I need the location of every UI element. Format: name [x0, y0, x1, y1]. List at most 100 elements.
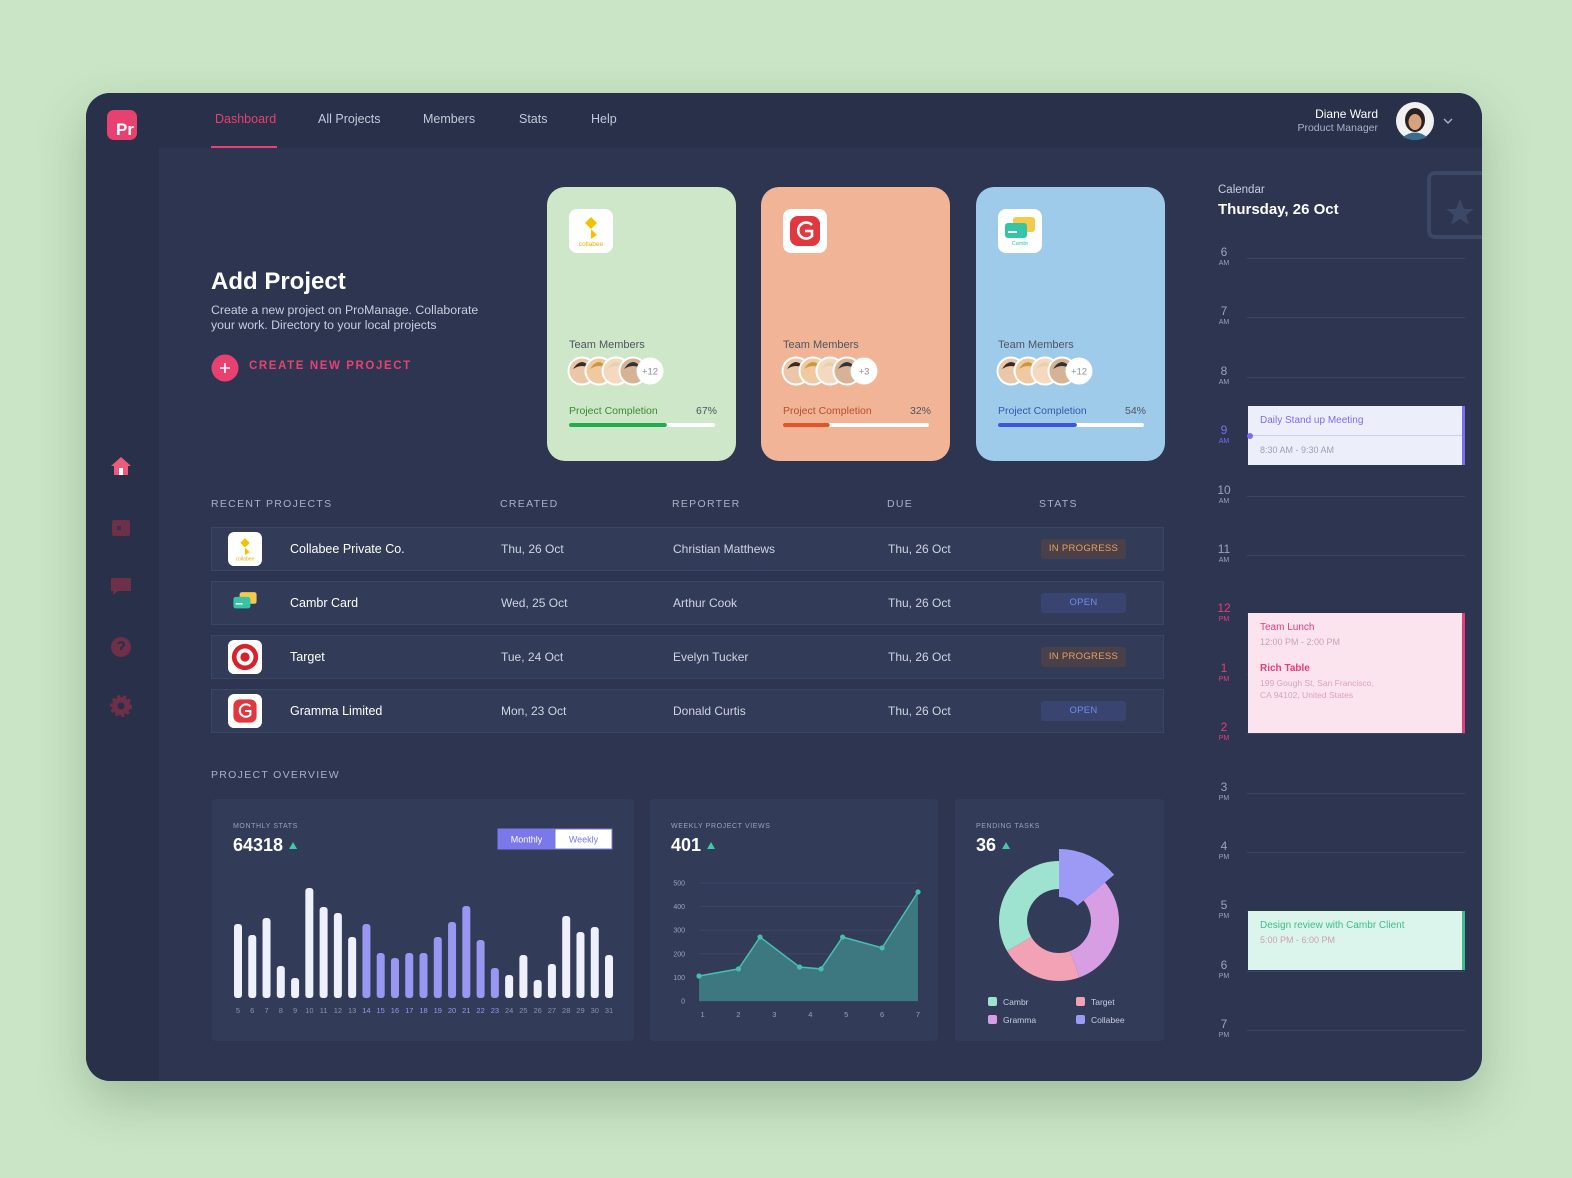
calendar-event[interactable]: Design review with Cambr Client 5:00 PM -… [1248, 911, 1465, 970]
hour-label: 1 [1220, 660, 1228, 675]
hour-line [1247, 317, 1465, 319]
toggle-button[interactable] [554, 828, 613, 850]
y-tick-label: 100 [673, 975, 685, 982]
x-tick-label: 26 [533, 1006, 541, 1015]
bar [419, 953, 428, 998]
created-date: Thu, 26 Oct [501, 542, 564, 556]
table-row[interactable]: Target Tue, 24 Oct Evelyn Tucker Thu, 26 Oc… [211, 635, 1164, 679]
x-tick-label: 5 [236, 1006, 240, 1015]
hour-label: 7 [1220, 304, 1228, 319]
completion-label: Project Completion [783, 405, 872, 417]
x-tick-label: 27 [548, 1006, 556, 1015]
x-tick-label: 1 [701, 1010, 705, 1019]
bar [333, 913, 342, 998]
created-date: Wed, 25 Oct [501, 596, 568, 610]
x-tick-label: 7 [916, 1010, 920, 1019]
weekly-views-panel: WEEKLY PROJECT VIEWS 401 0 100 200 300 400 500 1… [650, 799, 938, 1041]
logo-text: Cambr [1012, 241, 1029, 247]
completion-label: Project Completion [569, 405, 658, 417]
monthly-stats-panel: MONTHLY STATS 64318 Monthly Weekly 5 6 7 8 9 10 11… [212, 799, 634, 1041]
logo-g [238, 703, 252, 718]
y-tick-label: 300 [673, 928, 685, 935]
extra-members: +3 [859, 367, 870, 378]
logo-stripe [235, 603, 243, 605]
x-tick-label: 17 [405, 1006, 413, 1015]
y-tick-label: 200 [673, 951, 685, 958]
bar [562, 916, 571, 998]
hour-period: PM [1218, 794, 1230, 802]
logo-ring [240, 652, 250, 662]
calendar-star [1446, 199, 1474, 225]
nav-item[interactable]: Dashboard [215, 112, 277, 126]
x-tick-label: 6 [250, 1006, 254, 1015]
project-card[interactable]: Cambr Team Members +12 Project Completion 54… [976, 187, 1165, 461]
sidebar-icon[interactable] [109, 574, 133, 598]
sidebar-icon[interactable] [109, 454, 133, 478]
help-q [117, 641, 126, 650]
app-window: Pr Dashboard All Projects Members Stats Help D… [86, 93, 1482, 1081]
nav-item[interactable]: Members [423, 112, 476, 126]
user-avatar [1396, 102, 1434, 140]
table-row[interactable]: collabee Collabee Private Co. Thu, 26 Oct C… [211, 527, 1164, 571]
donut-segment [1069, 882, 1119, 978]
nav-item[interactable]: Help [591, 112, 617, 126]
team-members-label: Team Members [783, 339, 859, 351]
table-row[interactable]: Gramma Limited Mon, 23 Oct Donald Curtis Th… [211, 689, 1164, 733]
avatar-face [1408, 114, 1422, 130]
due-date: Thu, 26 Oct [888, 542, 951, 556]
hour-label: 6 [1220, 957, 1228, 972]
hour-label: 7 [1220, 1017, 1228, 1032]
hour-label: 12 [1217, 601, 1231, 616]
x-tick-label: 30 [591, 1006, 599, 1015]
calendar-event[interactable]: Team Lunch 12:00 PM - 2:00 PM Rich Table 19… [1248, 613, 1465, 733]
sidebar-icon[interactable] [109, 635, 133, 659]
project-card[interactable]: Team Members +3 Project Completion 32% [761, 187, 950, 461]
create-project-button[interactable]: CREATE NEW PROJECT [249, 360, 412, 372]
panel-total: 64318 [233, 835, 283, 855]
overview-title: PROJECT OVERVIEW [211, 769, 340, 781]
logo-text: collabee [579, 241, 604, 248]
line [698, 891, 919, 977]
nav-underline [211, 146, 277, 148]
app-logo[interactable]: Pr [107, 110, 137, 140]
hour-period: PM [1218, 854, 1230, 861]
toggle-label[interactable]: Monthly [511, 835, 543, 845]
hour-line [1247, 1030, 1465, 1032]
team-avatars: +12 [567, 356, 664, 386]
sidebar-icon[interactable] [109, 515, 133, 539]
bar [576, 932, 585, 998]
project-card[interactable]: collabee Team Members +12 Project Completio… [547, 187, 736, 461]
x-tick-label: 25 [519, 1006, 527, 1015]
toggle-label[interactable]: Weekly [569, 835, 599, 845]
due-date: Thu, 26 Oct [888, 704, 951, 718]
completion-bar [569, 423, 715, 427]
member-hair [1053, 362, 1071, 369]
point [915, 889, 921, 895]
member-hair [624, 362, 642, 369]
due-date: Thu, 26 Oct [888, 596, 951, 610]
sidebar-icon[interactable] [109, 694, 133, 718]
nav-item[interactable]: Stats [519, 112, 548, 126]
bar [376, 953, 385, 998]
user-role: Product Manager [1297, 122, 1378, 134]
project-logo [233, 592, 257, 609]
reporter: Christian Matthews [673, 542, 776, 556]
calendar-event[interactable]: Daily Stand up Meeting 8:30 AM - 9:30 AM [1248, 406, 1465, 465]
project-logo: collabee [569, 209, 613, 253]
chevron [1443, 118, 1453, 124]
legend-label: Target [1091, 997, 1115, 1007]
create-project-icon[interactable] [211, 354, 239, 382]
team-members-label: Team Members [998, 339, 1074, 351]
monthly-chart: MONTHLY STATS 64318 Monthly Weekly 5 6 7 8 9 10 11… [233, 823, 613, 1015]
x-tick-label: 5 [844, 1010, 848, 1019]
table-row[interactable]: Cambr Card Wed, 25 Oct Arthur Cook Thu, 26 … [211, 581, 1164, 625]
event-time: 12:00 PM - 2:00 PM [1260, 637, 1341, 647]
point [840, 934, 846, 940]
nav-item[interactable]: All Projects [318, 112, 381, 126]
logo-text: collabee [236, 557, 255, 563]
hour-label: 5 [1220, 898, 1228, 913]
hour-line [1247, 852, 1465, 853]
event-time: 5:00 PM - 6:00 PM [1260, 935, 1336, 945]
event-time: 8:30 AM - 9:30 AM [1260, 445, 1335, 455]
hour-label: 4 [1220, 839, 1228, 853]
